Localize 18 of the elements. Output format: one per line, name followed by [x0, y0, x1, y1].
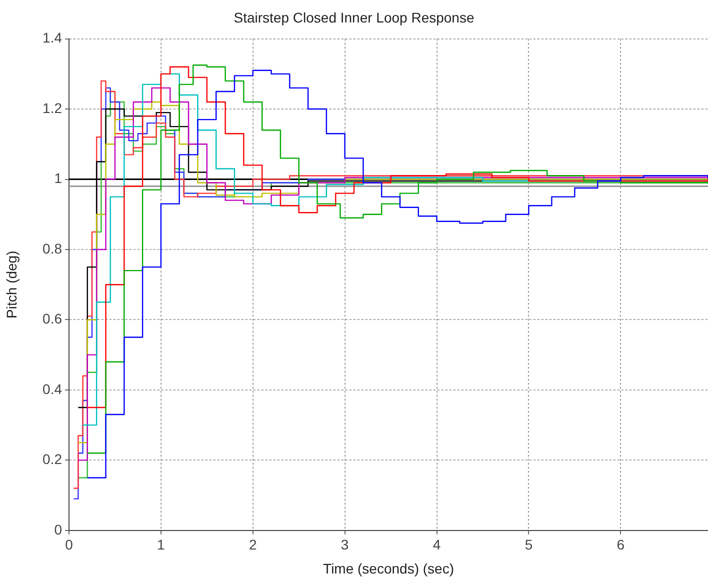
y-tick-label: 0.4 [42, 380, 62, 397]
y-tick-label: 0.8 [42, 240, 62, 256]
y-tick-label: 1 [54, 170, 62, 186]
y-tick-label: 0.6 [42, 310, 62, 327]
x-tick-label: 4 [432, 536, 441, 553]
x-axis-title: Time (seconds) (sec) [323, 560, 454, 576]
y-tick-label: 0.2 [42, 451, 62, 468]
y-tick-label: 0 [54, 521, 62, 538]
x-tick-label: 1 [157, 536, 166, 553]
chart-title: Stairstep Closed Inner Loop Response [234, 9, 474, 26]
x-tick-label: 2 [248, 536, 257, 553]
x-tick-label: 6 [616, 536, 625, 553]
y-tick-label: 1.2 [42, 100, 62, 116]
y-tick-label: 1.4 [42, 30, 62, 46]
x-tick-label: 5 [524, 536, 533, 553]
x-tick-label: 0 [65, 536, 74, 553]
x-tick-label: 3 [340, 536, 349, 553]
y-axis-title: Pitch (deg) [3, 250, 20, 318]
